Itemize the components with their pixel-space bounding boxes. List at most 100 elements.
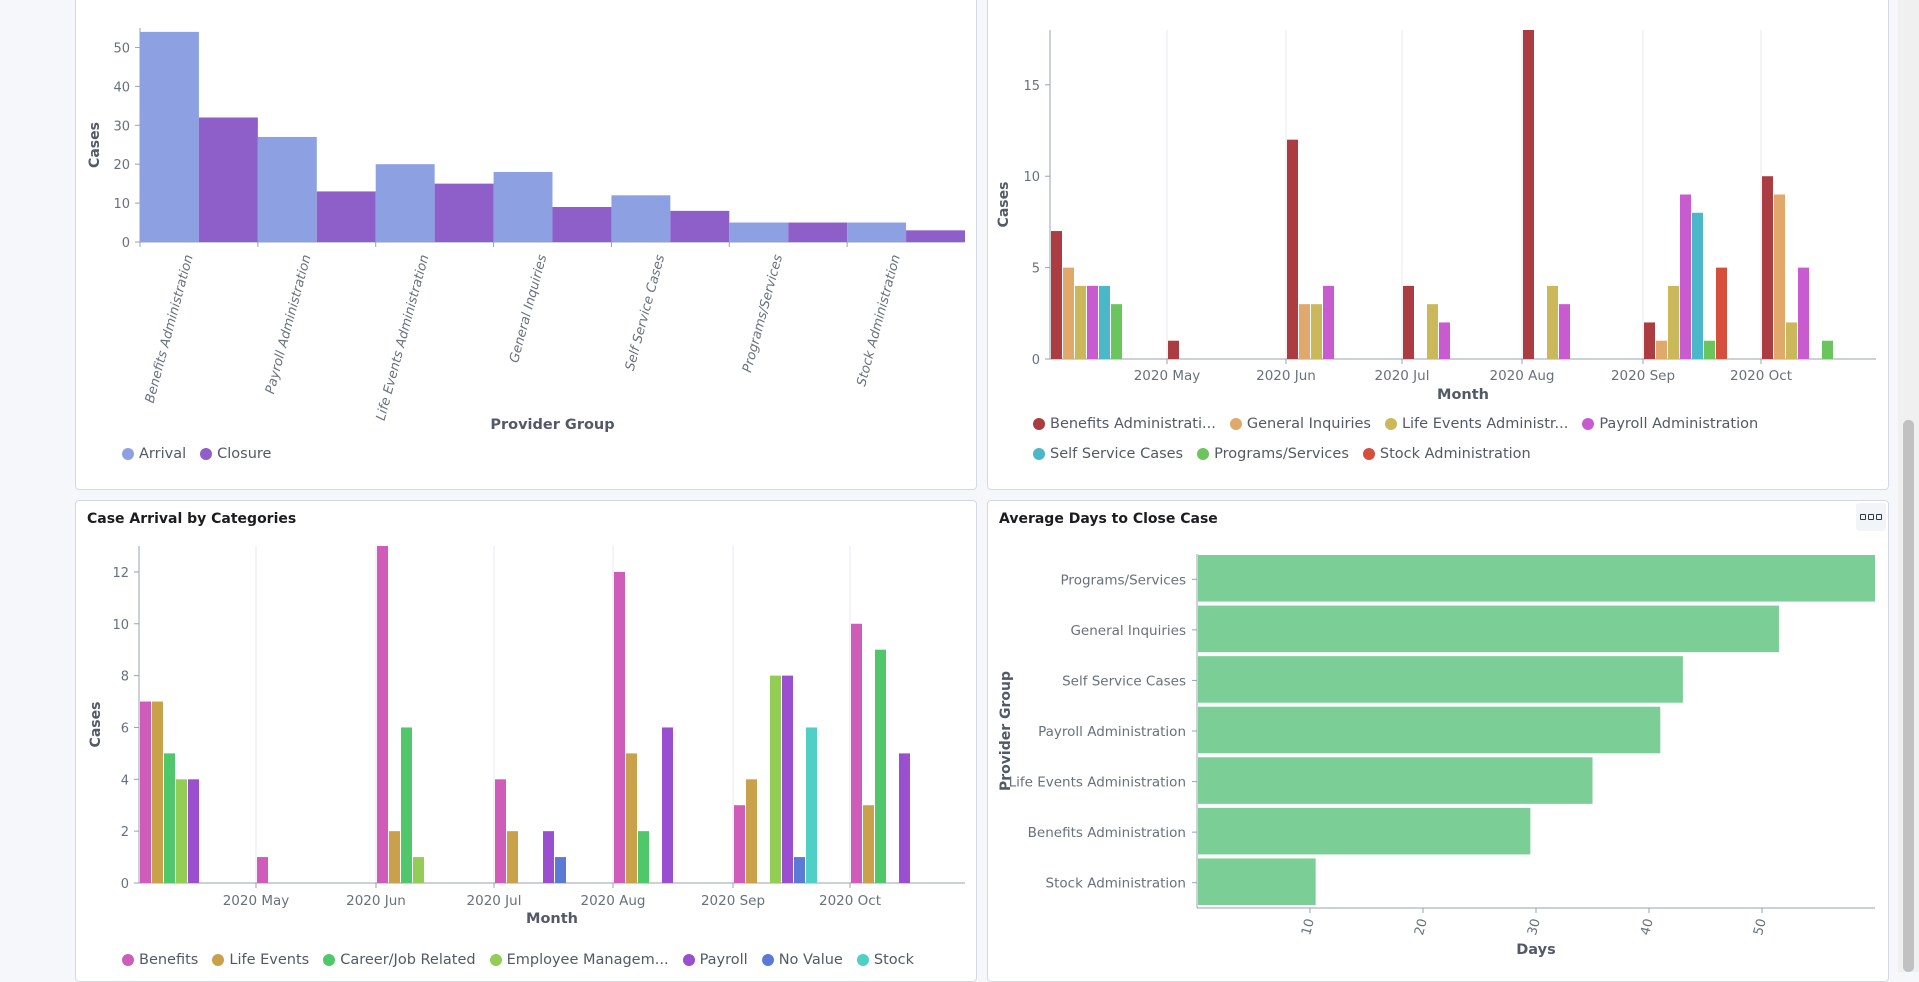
x-tick-label: 2020 Oct [1730,368,1792,384]
legend-item-payroll[interactable]: Payroll [682,952,748,968]
legend-dot [1362,448,1375,460]
bar-general-inquiries-2020-sep [1656,340,1667,359]
y-tick-label: 10 [112,618,129,633]
bar-stock-2020-sep [806,727,817,883]
x-tick-label: Stock Administration [854,253,904,388]
legend-label: Stock [873,952,914,968]
legend-dot [1033,448,1045,460]
bar-arrival-programs-services [729,222,789,242]
legend-item-career-job-related[interactable]: Career/Job Related [323,952,476,968]
panel-title: Average Days to Close Case [999,511,1218,527]
x-tick-label: 2020 Aug [1489,368,1554,384]
legend-item-closure[interactable]: Closure [200,446,271,462]
bar-payroll-administration-2020-jun [1323,285,1334,359]
legend-item-no-value[interactable]: No Value [761,952,843,968]
legend-dot [200,448,213,460]
x-tick-label: General Inquiries [507,253,550,365]
bar-general-inquiries-2020-jun [1299,304,1310,359]
bar-benefits-administration-2020-oct [1762,176,1773,359]
y-axis-label: Cases [87,122,103,168]
legend-item-stock-administration[interactable]: Stock Administration [1362,446,1531,462]
legend-label: Closure [217,446,272,462]
bar-no-value-2020-jul [555,857,566,883]
legend-dot [1384,418,1397,430]
panel-case-arrival-categories: Case Arrival by Categories 0 2 4 6 8 10 12 2020… [75,500,977,982]
bar-arrival-self-service-cases [611,195,671,242]
legend-item-stock[interactable]: Stock [856,952,914,968]
x-tick-label: Life Events Administration [374,253,433,422]
x-tick-label: 50 [1751,917,1770,937]
legend-dot [1197,448,1210,460]
legend-item-self-service-cases[interactable]: Self Service Cases [1033,446,1183,462]
bar-benefits-administration-2020-jun [1287,139,1298,359]
legend-item-benefits-administration[interactable]: Benefits Administrati... [1033,416,1216,432]
legend-label: Career/Job Related [340,952,476,968]
options-icon[interactable] [1856,503,1886,531]
x-tick-label: 2020 May [1134,368,1201,384]
scrollbar-thumb[interactable] [1903,420,1914,972]
x-tick-label: Programs/Services [740,253,786,374]
y-tick-label: Self Service Cases [1062,673,1186,689]
legend-label: Payroll Administration [1599,416,1759,432]
legend-dot [212,954,225,966]
legend-item-life-events-administration[interactable]: Life Events Administr... [1384,416,1569,432]
legend-item-arrival[interactable]: Arrival [122,446,186,462]
y-axis-label: Cases [996,182,1012,228]
panel-case-arrival-closure: 0 10 20 30 40 50 Benefits Administration Payrol… [75,0,977,490]
y-tick-label: Benefits Administration [1028,825,1186,841]
x-axis-label: Provider Group [490,417,614,433]
bar-employee-management-2020-sep [770,675,781,883]
legend-item-employee-management[interactable]: Employee Managem... [489,952,669,968]
bar-career-job-related-2020-jun [401,727,412,883]
bar-stock-administration-2020-sep [1716,267,1727,359]
bar-general-inquiries [1198,605,1779,653]
bar-programs-services-2020-apr [1111,304,1122,359]
legend-dot [1033,418,1045,430]
bar-payroll-2020-jul [543,831,554,883]
bar-arrival-payroll-administration [257,136,317,242]
legend-label: Payroll [699,952,748,968]
legend-item-life-events[interactable]: Life Events [212,952,309,968]
x-tick-label: 2020 Sep [1611,368,1675,384]
bar-arrival-benefits-administration [140,31,199,243]
panel-avg-days-close: Average Days to Close Case Programs/Serv… [987,500,1889,982]
y-tick-label: Payroll Administration [1038,724,1186,740]
bar-payroll-administration-2020-jul [1439,322,1450,359]
legend-item-programs-services[interactable]: Programs/Services [1197,446,1349,462]
bar-life-events-administration-2020-aug [1547,285,1558,359]
bar-closure-life-events-administration [434,183,494,242]
bar-programs-services-2020-sep [1704,340,1715,359]
legend-label: Arrival [139,446,187,462]
bar-arrival-life-events-administration [375,164,435,242]
y-tick-label: 20 [113,158,130,173]
bar-payroll-2020-oct [899,753,910,883]
bar-benefits-2020-jul [495,779,506,883]
y-tick-label: Stock Administration [1046,876,1186,892]
x-tick-label: 30 [1525,917,1544,937]
legend-item-benefits[interactable]: Benefits [122,952,198,968]
bar-life-events-administration-2020-sep [1668,285,1679,359]
y-tick-label: Life Events Administration [1009,775,1186,791]
x-tick-label: 2020 Jun [346,893,406,909]
bar-programs-services-2020-oct [1822,340,1833,359]
bar-self-service-cases [1198,656,1683,703]
bar-benefits-administration-2020-apr [1051,231,1062,359]
bar-arrival-general-inquiries [493,171,553,242]
x-tick-label: Self Service Cases [623,253,668,372]
bar-career-job-related-2020-oct [875,649,886,883]
legend-label: Life Events [229,952,310,968]
legend-item-payroll-administration[interactable]: Payroll Administration [1582,416,1758,432]
bar-life-events-administration-2020-jun [1311,304,1322,359]
bar-life-events-2020-jul [507,831,518,883]
chart-avg-days-close: Programs/Services General Inquiries Self S… [998,554,1875,958]
y-tick-label: 15 [1023,79,1040,94]
bar-payroll-administration-2020-apr [1087,285,1098,359]
bar-payroll-administration-2020-oct [1798,267,1809,359]
legend: Benefits Life Events Career/Job Related … [122,945,914,975]
bar-no-value-2020-sep [794,857,805,883]
x-axis-label: Month [526,911,578,927]
x-tick-label: 2020 Jul [1375,368,1430,384]
legend-label: Programs/Services [1214,446,1349,462]
legend-label: Life Events Administr... [1401,416,1569,432]
legend-item-general-inquiries[interactable]: General Inquiries [1229,416,1371,432]
